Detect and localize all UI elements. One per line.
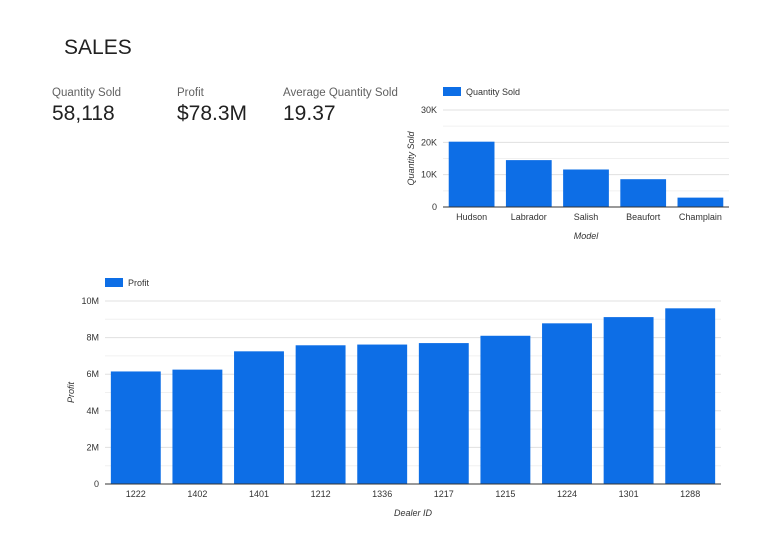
y-tick-label: 8M xyxy=(86,333,99,343)
y-tick-label: 30K xyxy=(421,105,437,115)
y-axis-title: Profit xyxy=(66,382,76,404)
bar-hudson xyxy=(448,141,495,207)
y-tick-label: 0 xyxy=(94,479,99,489)
x-tick-label: Beaufort xyxy=(626,212,661,222)
x-tick-label: 1336 xyxy=(372,489,392,499)
y-tick-label: 4M xyxy=(86,406,99,416)
bar-1402 xyxy=(172,369,223,484)
kpi-profit: Profit $78.3M xyxy=(177,87,247,126)
x-tick-label: 1212 xyxy=(311,489,331,499)
y-tick-label: 0 xyxy=(432,202,437,212)
bar-1212 xyxy=(295,345,346,484)
legend-swatch xyxy=(105,278,123,287)
bar-1222 xyxy=(110,371,161,484)
bar-1215 xyxy=(480,335,531,484)
x-tick-label: Champlain xyxy=(679,212,722,222)
kpi-value: 19.37 xyxy=(283,102,336,125)
x-tick-label: 1288 xyxy=(680,489,700,499)
x-tick-label: 1215 xyxy=(495,489,515,499)
bar-champlain xyxy=(677,197,724,207)
y-tick-label: 10K xyxy=(421,170,437,180)
bar-salish xyxy=(563,169,609,207)
x-tick-label: 1217 xyxy=(434,489,454,499)
kpi-label: Quantity Sold xyxy=(52,87,122,99)
x-tick-label: 1224 xyxy=(557,489,577,499)
bar-1336 xyxy=(357,344,408,484)
bar-1288 xyxy=(665,308,716,484)
page-title: SALES xyxy=(64,36,132,59)
kpi-value: 58,118 xyxy=(52,102,115,125)
y-tick-label: 20K xyxy=(421,137,437,147)
kpi-quantity-sold: Quantity Sold 58,118 xyxy=(52,87,121,126)
legend-label: Profit xyxy=(128,278,150,288)
y-axis-title: Quantity Sold xyxy=(406,130,416,185)
x-axis-title: Model xyxy=(574,231,600,241)
x-tick-label: Salish xyxy=(574,212,599,222)
kpi-label: Profit xyxy=(177,87,204,99)
y-tick-label: 2M xyxy=(86,442,99,452)
x-tick-label: 1222 xyxy=(126,489,146,499)
x-tick-label: 1402 xyxy=(187,489,207,499)
y-tick-label: 10M xyxy=(81,296,99,306)
bar-1217 xyxy=(418,343,469,484)
kpi-average-quantity-sold: Average Quantity Sold 19.37 xyxy=(283,87,398,126)
bar-1301 xyxy=(603,317,654,484)
y-tick-label: 6M xyxy=(86,369,99,379)
bar-1224 xyxy=(542,323,592,484)
legend-label: Quantity Sold xyxy=(466,87,520,97)
kpi-value: $78.3M xyxy=(177,102,248,125)
legend-swatch xyxy=(443,87,461,96)
x-axis-title: Dealer ID xyxy=(394,508,433,518)
x-tick-label: Hudson xyxy=(456,212,487,222)
x-tick-label: Labrador xyxy=(511,212,547,222)
x-tick-label: 1401 xyxy=(249,489,269,499)
bar-labrador xyxy=(505,160,552,207)
kpi-label: Average Quantity Sold xyxy=(283,87,398,99)
x-tick-label: 1301 xyxy=(619,489,639,499)
bar-beaufort xyxy=(620,179,667,207)
bar-1401 xyxy=(234,351,284,484)
